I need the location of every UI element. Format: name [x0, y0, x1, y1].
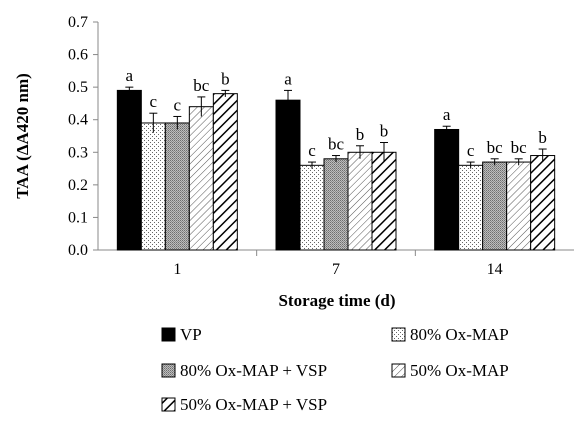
y-tick-label: 0.6: [68, 47, 88, 64]
bar: [299, 164, 325, 251]
significance-letters: ac cbc b ac bcb bac bc bcb: [126, 66, 547, 160]
legend-swatch: [161, 363, 176, 378]
legend-label: 80% Ox-MAP + VSP: [180, 361, 327, 380]
bar: [323, 158, 349, 251]
bar: [347, 151, 373, 251]
bar: [434, 128, 460, 251]
bar: [530, 155, 556, 251]
significance-letter: b: [221, 69, 230, 88]
x-tick-label: 1: [173, 261, 181, 278]
significance-letter: bc: [193, 76, 210, 95]
significance-letter: b: [380, 122, 389, 141]
bar: [458, 164, 484, 251]
y-tick-label: 0.7: [68, 14, 88, 31]
y-axis-title: TAA (ΔA420 nm): [13, 73, 32, 199]
x-tick-label: 7: [332, 261, 340, 278]
significance-letter: a: [284, 69, 292, 88]
bar: [164, 122, 190, 251]
significance-letter: c: [308, 141, 316, 160]
significance-letter: bc: [328, 135, 345, 154]
error-bars: [125, 86, 547, 169]
y-tick-label: 0.0: [68, 242, 88, 259]
legend-label: 50% Ox-MAP + VSP: [180, 395, 327, 414]
legend: VP 80% Ox-MAP 80% Ox-MAP + VSP 50% Ox-MAP 50…: [161, 325, 509, 414]
y-tick-label: 0.5: [68, 79, 88, 96]
x-tick-labels: 1 7 14: [173, 250, 503, 278]
bar: [188, 106, 214, 251]
bar: [371, 151, 397, 251]
y-tick-label: 0.2: [68, 177, 88, 194]
bars: [116, 89, 556, 251]
bar: [506, 161, 532, 251]
significance-letter: bc: [511, 138, 528, 157]
significance-letter: a: [443, 105, 451, 124]
significance-letter: c: [150, 92, 158, 111]
significance-letter: bc: [487, 138, 504, 157]
legend-swatch: [391, 327, 406, 342]
bar: [140, 122, 166, 251]
legend-label: VP: [180, 325, 202, 344]
legend-swatch: [161, 397, 176, 412]
significance-letter: b: [538, 128, 547, 147]
x-tick-label: 14: [487, 261, 503, 278]
significance-letter: c: [174, 95, 182, 114]
x-axis-title: Storage time (d): [278, 291, 395, 310]
significance-letter: a: [126, 66, 134, 85]
y-tick-label: 0.3: [68, 144, 88, 161]
legend-swatch: [161, 327, 176, 342]
bar: [212, 93, 238, 251]
legend-swatch: [391, 363, 406, 378]
legend-label: 80% Ox-MAP: [410, 325, 509, 344]
y-tick-labels: 0.0 0.1 0.2 0.3 0.4 0.5 0.6 0.7: [68, 14, 98, 259]
significance-letter: b: [356, 125, 365, 144]
significance-letter: c: [467, 141, 475, 160]
bar: [116, 89, 142, 251]
bar: [275, 99, 301, 251]
bar: [482, 161, 508, 251]
legend-label: 50% Ox-MAP: [410, 361, 509, 380]
y-tick-label: 0.1: [68, 209, 88, 226]
y-tick-label: 0.4: [68, 112, 88, 129]
